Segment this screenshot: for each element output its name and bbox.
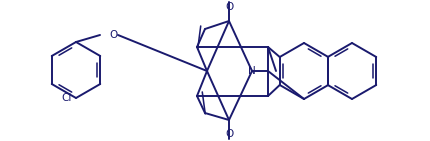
Text: Cl: Cl (62, 93, 72, 103)
Text: O: O (109, 30, 117, 40)
Text: N: N (248, 66, 256, 76)
Text: O: O (225, 2, 233, 12)
Text: O: O (225, 129, 233, 139)
